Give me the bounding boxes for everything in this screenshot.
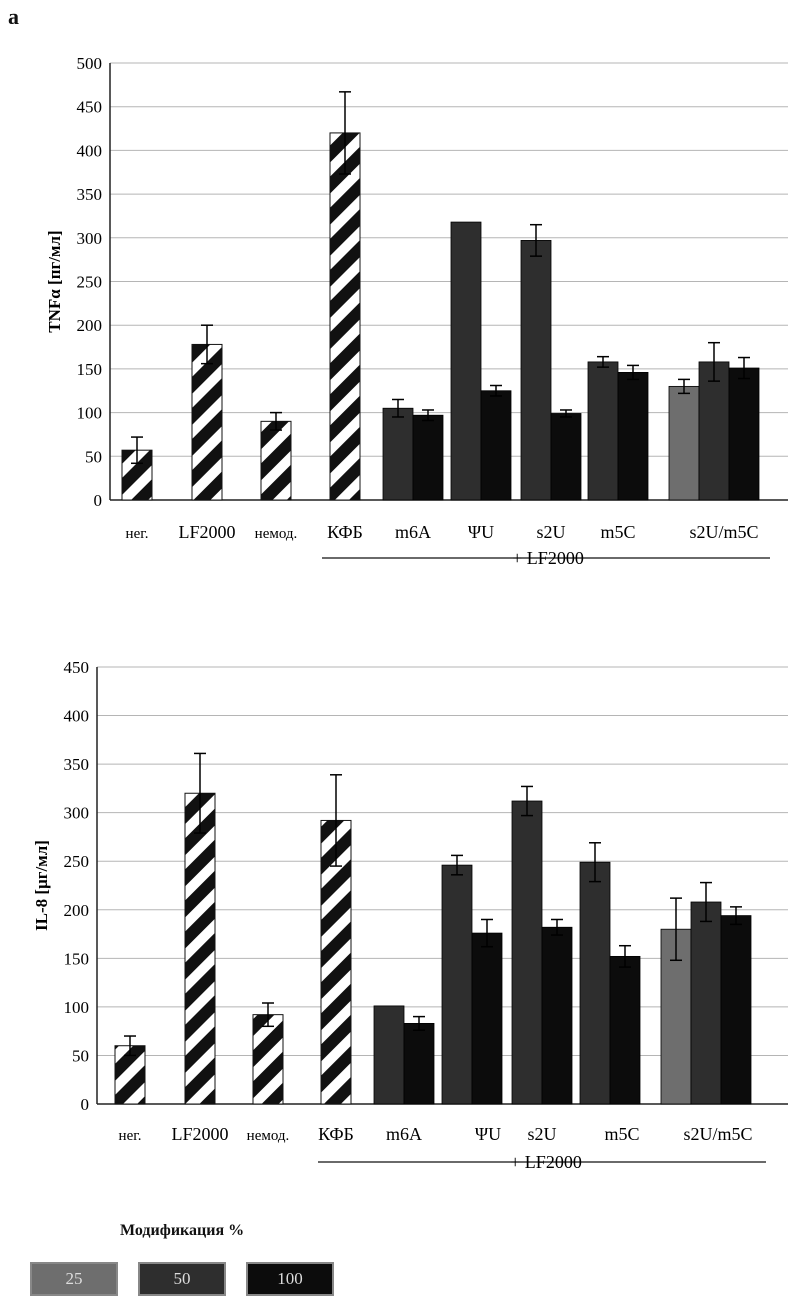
legend-label-50: 50 [174, 1269, 191, 1289]
y-tick-label: 500 [77, 54, 103, 73]
bar-mod-100 [481, 391, 511, 500]
y-tick-label: 150 [64, 949, 90, 968]
y-tick-label: 300 [77, 229, 103, 248]
bar-mod-100 [618, 372, 648, 500]
legend: Модификация % 25 50 100 [30, 1222, 430, 1307]
y-tick-label: 50 [85, 447, 102, 466]
y-tick-label: 200 [77, 316, 103, 335]
bar-mod-50 [442, 865, 472, 1104]
bar-mod-50 [451, 222, 481, 500]
panel-label: a [8, 4, 19, 30]
bar-mod-100 [542, 927, 572, 1104]
legend-item-25: 25 [30, 1262, 118, 1296]
il8-chart: 0 50 100 150 200 250 300 350 400 450 IL-8 [μг/мл] н… [0, 650, 800, 1180]
x-tick-label: s2U/m5C [689, 522, 758, 542]
y-tick-label: 200 [64, 901, 90, 920]
bar-mod-50 [580, 862, 610, 1104]
il8-plot: 0 50 100 150 200 250 300 350 400 450 IL-8 [μг/мл] н… [0, 650, 800, 1180]
y-tick-label: 150 [77, 360, 103, 379]
y-tick-label: 0 [94, 491, 103, 510]
x-tick-label: m6A [386, 1124, 422, 1144]
group-note: + LF2000 [512, 548, 584, 568]
y-tick-label: 100 [64, 998, 90, 1017]
y-axis-label: TNFα [пг/мл] [45, 230, 64, 332]
legend-item-100: 100 [246, 1262, 334, 1296]
y-tick-label: 100 [77, 404, 103, 423]
x-tick-label: LF2000 [171, 1124, 228, 1144]
y-tick-label: 250 [64, 852, 90, 871]
legend-item-50: 50 [138, 1262, 226, 1296]
bar-control [261, 421, 291, 500]
y-tick-label: 300 [64, 804, 90, 823]
x-tick-label: m5C [600, 522, 635, 542]
y-tick-label: 450 [64, 658, 90, 677]
bar-mod-50 [512, 801, 542, 1104]
x-tick-label: LF2000 [178, 522, 235, 542]
y-tick-label: 400 [77, 141, 103, 160]
bar-mod-50 [521, 240, 551, 500]
y-tick-label: 450 [77, 98, 103, 117]
bar-mod-100 [721, 916, 751, 1104]
legend-title: Модификация % [120, 1222, 244, 1240]
x-tick-label: немод. [255, 526, 298, 542]
x-tick-label: нег. [119, 1128, 142, 1144]
legend-label-25: 25 [66, 1269, 83, 1289]
bar-control [192, 344, 222, 500]
bar-mod-50 [699, 362, 729, 500]
y-tick-label: 350 [64, 755, 90, 774]
bar-control [253, 1015, 283, 1104]
y-tick-label: 250 [77, 273, 103, 292]
bar-mod-100 [551, 413, 581, 500]
bar-mod-100 [472, 933, 502, 1104]
x-tick-label: s2U [536, 522, 565, 542]
bar-mod-50 [588, 362, 618, 500]
x-tick-label: КФБ [327, 522, 363, 542]
bar-mod-100 [610, 956, 640, 1104]
x-tick-label: s2U/m5C [683, 1124, 752, 1144]
tnf-alpha-chart: 0 50 100 150 200 250 300 350 400 450 500 TNFα [пг/м… [0, 40, 800, 580]
bar-control [185, 793, 215, 1104]
x-tick-label: m6A [395, 522, 431, 542]
x-tick-label: m5C [604, 1124, 639, 1144]
x-tick-label: ΨU [475, 1124, 501, 1144]
group-note: + LF2000 [510, 1152, 582, 1172]
bar-control [330, 133, 360, 500]
bar-mod-100 [404, 1023, 434, 1104]
x-tick-label: немод. [247, 1128, 290, 1144]
bar-mod-25 [669, 386, 699, 500]
y-tick-label: 0 [81, 1095, 90, 1114]
x-tick-label: нег. [126, 526, 149, 542]
x-tick-label: КФБ [318, 1124, 354, 1144]
bar-mod-50 [383, 408, 413, 500]
y-tick-label: 350 [77, 185, 103, 204]
y-tick-label: 50 [72, 1046, 89, 1065]
bar-mod-100 [413, 415, 443, 500]
tnf-alpha-plot: 0 50 100 150 200 250 300 350 400 450 500 TNFα [пг/м… [0, 40, 800, 580]
y-tick-label: 400 [64, 707, 90, 726]
y-axis-label: IL-8 [μг/мл] [32, 840, 51, 931]
x-tick-label: ΨU [468, 522, 494, 542]
x-tick-label: s2U [527, 1124, 556, 1144]
bar-mod-50 [691, 902, 721, 1104]
legend-label-100: 100 [277, 1269, 303, 1289]
bar-mod-100 [729, 368, 759, 500]
bar-mod-50 [374, 1006, 404, 1104]
